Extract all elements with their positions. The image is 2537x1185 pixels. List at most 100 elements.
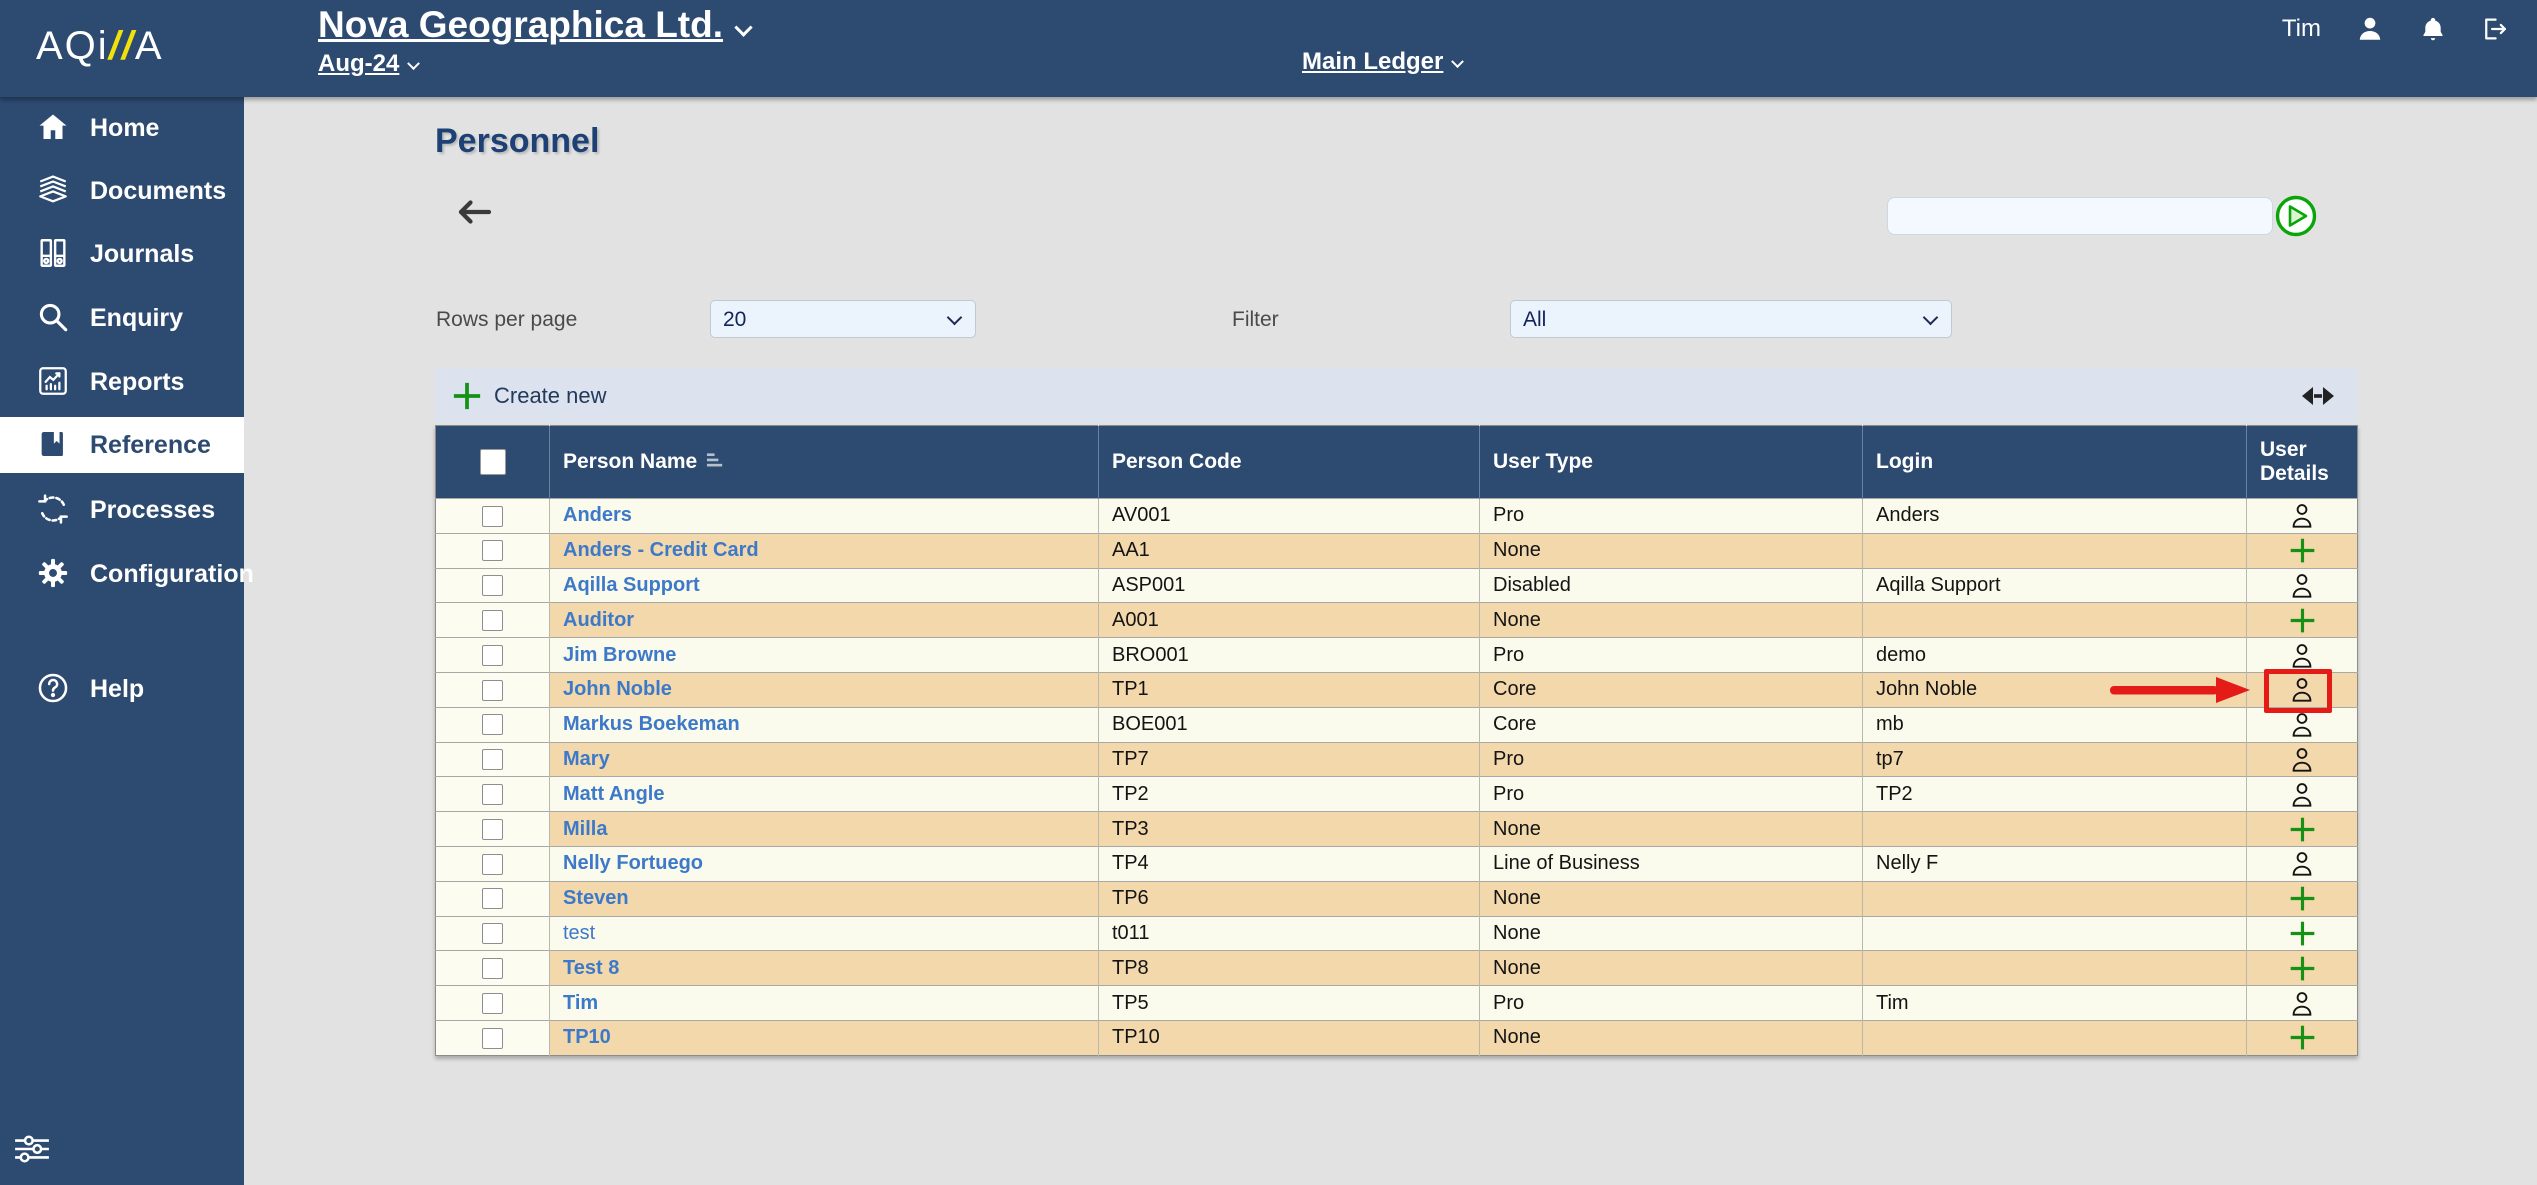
user-type-cell: Pro bbox=[1479, 498, 1863, 534]
create-new-button[interactable]: Create new bbox=[452, 381, 607, 411]
person-name-link[interactable]: Mary bbox=[563, 747, 610, 770]
notifications-bell-icon[interactable] bbox=[2419, 15, 2447, 43]
column-header-login[interactable]: Login bbox=[1862, 425, 2247, 499]
sidebar-item-documents[interactable]: Documents bbox=[0, 163, 244, 219]
search-go-button[interactable] bbox=[2275, 195, 2317, 237]
search-input[interactable] bbox=[1887, 197, 2273, 235]
user-details-icon[interactable] bbox=[2290, 572, 2314, 599]
add-user-details-icon[interactable] bbox=[2289, 955, 2316, 982]
add-user-details-icon[interactable] bbox=[2289, 885, 2316, 912]
user-details-icon[interactable] bbox=[2290, 502, 2314, 529]
resize-columns-icon[interactable] bbox=[2301, 383, 2335, 409]
sidebar-item-help[interactable]: Help bbox=[0, 661, 244, 717]
sidebar-item-journals[interactable]: Journals bbox=[0, 226, 244, 282]
period-dropdown[interactable]: Aug-24 bbox=[318, 50, 400, 77]
person-name-link[interactable]: Tim bbox=[563, 991, 599, 1014]
person-name-link[interactable]: Auditor bbox=[563, 608, 635, 631]
user-details-icon[interactable] bbox=[2290, 850, 2314, 877]
user-details-icon[interactable] bbox=[2290, 781, 2314, 808]
add-user-details-icon[interactable] bbox=[2289, 1024, 2316, 1051]
row-checkbox[interactable] bbox=[482, 957, 503, 979]
person-code-cell: AA1 bbox=[1098, 532, 1480, 569]
sidebar-item-reports[interactable]: Reports bbox=[0, 354, 244, 410]
column-header-user-type[interactable]: User Type bbox=[1479, 425, 1863, 499]
column-header-person-code[interactable]: Person Code bbox=[1098, 425, 1480, 499]
row-checkbox[interactable] bbox=[482, 575, 503, 597]
add-user-details-icon[interactable] bbox=[2289, 537, 2316, 564]
login-cell: TP2 bbox=[1862, 776, 2247, 812]
person-name-cell: Markus Boekeman bbox=[549, 706, 1099, 743]
row-checkbox[interactable] bbox=[482, 679, 503, 701]
person-name-cell: Milla bbox=[549, 811, 1099, 847]
person-name-link[interactable]: Jim Browne bbox=[563, 643, 677, 666]
user-details-icon[interactable] bbox=[2290, 711, 2314, 738]
row-checkbox[interactable] bbox=[482, 992, 503, 1014]
row-checkbox[interactable] bbox=[482, 853, 503, 875]
user-type-cell: Pro bbox=[1479, 985, 1863, 1021]
filter-select[interactable]: All bbox=[1510, 300, 1952, 338]
top-header: AQi//A Nova Geographica Ltd. Aug-24 Main… bbox=[0, 0, 2537, 97]
person-name-link[interactable]: Matt Angle bbox=[563, 782, 665, 805]
user-type-cell: None bbox=[1479, 532, 1863, 569]
row-checkbox[interactable] bbox=[482, 1027, 503, 1049]
sidebar-item-processes[interactable]: Processes bbox=[0, 482, 244, 538]
user-details-icon[interactable] bbox=[2290, 676, 2314, 703]
user-details-icon[interactable] bbox=[2290, 990, 2314, 1017]
personnel-table: Person Name Person Code User Type Login … bbox=[435, 425, 2358, 1056]
login-cell: Tim bbox=[1862, 985, 2247, 1021]
sidebar-item-reference[interactable]: Reference bbox=[0, 417, 244, 473]
sidebar-item-enquiry[interactable]: Enquiry bbox=[0, 290, 244, 346]
row-checkbox[interactable] bbox=[482, 714, 503, 736]
person-name-link[interactable]: Anders bbox=[563, 504, 632, 527]
row-checkbox[interactable] bbox=[482, 923, 503, 945]
person-name-link[interactable]: John Noble bbox=[563, 678, 672, 701]
row-select-cell bbox=[435, 950, 550, 986]
documents-icon bbox=[36, 173, 72, 209]
add-user-details-icon[interactable] bbox=[2289, 920, 2316, 947]
person-name-link[interactable]: test bbox=[563, 921, 596, 944]
ledger-dropdown[interactable]: Main Ledger bbox=[1302, 48, 1444, 75]
login-cell: tp7 bbox=[1862, 741, 2247, 777]
user-details-cell bbox=[2246, 532, 2358, 569]
row-checkbox[interactable] bbox=[482, 783, 503, 805]
row-checkbox[interactable] bbox=[482, 749, 503, 771]
login-cell: Nelly F bbox=[1862, 845, 2247, 882]
back-button[interactable] bbox=[456, 197, 492, 227]
person-name-link[interactable]: Test 8 bbox=[563, 956, 620, 979]
company-name-dropdown[interactable]: Nova Geographica Ltd. bbox=[318, 4, 724, 45]
table-row: Nelly Fortuego TP4 Line of Business Nelly F bbox=[435, 845, 2358, 882]
row-checkbox[interactable] bbox=[482, 888, 503, 910]
person-name-link[interactable]: Markus Boekeman bbox=[563, 713, 740, 736]
person-name-cell: Steven bbox=[549, 880, 1099, 917]
row-checkbox[interactable] bbox=[482, 540, 503, 562]
user-details-icon[interactable] bbox=[2290, 746, 2314, 773]
person-name-link[interactable]: Anders - Credit Card bbox=[563, 539, 759, 562]
select-all-checkbox[interactable] bbox=[479, 449, 506, 475]
logout-icon[interactable] bbox=[2481, 15, 2509, 43]
configuration-icon bbox=[36, 556, 72, 592]
sidebar-item-configuration[interactable]: Configuration bbox=[0, 546, 254, 602]
person-name-link[interactable]: Aqilla Support bbox=[563, 573, 700, 596]
login-cell bbox=[1862, 1019, 2247, 1056]
person-name-cell: test bbox=[549, 915, 1099, 951]
user-details-cell bbox=[2246, 1019, 2358, 1056]
row-checkbox[interactable] bbox=[482, 644, 503, 666]
user-type-cell: None bbox=[1479, 602, 1863, 638]
person-name-link[interactable]: Steven bbox=[563, 887, 629, 910]
sidebar-item-home[interactable]: Home bbox=[0, 100, 244, 156]
column-header-person-name[interactable]: Person Name bbox=[549, 425, 1099, 499]
person-name-link[interactable]: Milla bbox=[563, 817, 608, 840]
person-name-link[interactable]: TP10 bbox=[563, 1026, 611, 1049]
person-name-link[interactable]: Nelly Fortuego bbox=[563, 852, 704, 875]
filter-sliders-icon[interactable] bbox=[13, 1133, 51, 1165]
user-profile-icon[interactable] bbox=[2355, 14, 2385, 44]
rows-per-page-select[interactable]: 20 bbox=[710, 300, 976, 338]
row-select-cell bbox=[435, 741, 550, 777]
row-checkbox[interactable] bbox=[482, 505, 503, 527]
add-user-details-icon[interactable] bbox=[2289, 607, 2316, 634]
user-details-icon[interactable] bbox=[2290, 642, 2314, 669]
add-user-details-icon[interactable] bbox=[2289, 816, 2316, 843]
row-checkbox[interactable] bbox=[482, 610, 503, 631]
row-select-cell bbox=[435, 498, 550, 534]
row-checkbox[interactable] bbox=[482, 818, 503, 840]
